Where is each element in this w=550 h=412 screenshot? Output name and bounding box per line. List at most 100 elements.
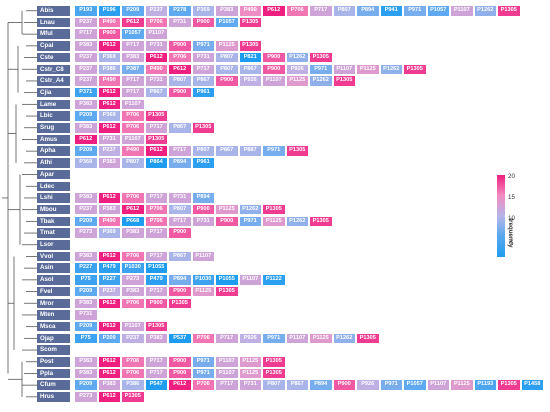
peptide-cell: P926 <box>239 76 261 86</box>
peptide-cell: P926 <box>239 333 261 344</box>
peptide-cell: P731 <box>98 134 120 145</box>
peptide-cell: P894 <box>310 380 332 390</box>
peptide-cell: P1125 <box>286 76 308 86</box>
peptide-cell: P1305 <box>310 216 332 227</box>
peptide-cell: P807 <box>216 52 238 63</box>
species-label: Cfum <box>37 380 70 390</box>
peptide-cell: P867 <box>192 76 214 86</box>
peptide-cell: P273 <box>75 392 97 402</box>
peptide-cell: P900 <box>192 204 214 215</box>
peptide-cell: P717 <box>216 380 238 390</box>
peptide-cell: P1122 <box>263 275 285 285</box>
peptide-cell: P706 <box>145 216 167 227</box>
peptide-cell: P387 <box>122 64 144 74</box>
peptide-cell: P706 <box>122 193 144 203</box>
peptide-cell: P1030 <box>122 263 144 273</box>
peptide-cell: P383 <box>75 368 97 379</box>
species-label: Cjia <box>37 87 70 98</box>
phylogenetic-tree <box>2 10 37 398</box>
peptide-cell: P237 <box>75 52 97 63</box>
peptide-cell: P1305 <box>498 380 520 390</box>
peptide-cell: P237 <box>98 146 120 156</box>
species-label: Mful <box>37 29 70 39</box>
peptide-cell: P237 <box>122 333 144 344</box>
peptide-cell: P717 <box>145 123 167 133</box>
peptide-cell: P1305 <box>333 76 355 86</box>
peptide-cell: P383 <box>75 41 97 51</box>
peptide-cell: P612 <box>122 17 144 28</box>
species-label: Apar <box>37 169 70 180</box>
peptide-cell: P807 <box>169 76 191 86</box>
peptide-cell: P971 <box>192 368 214 379</box>
species-label: Mten <box>37 310 70 320</box>
peptide-cell: P900 <box>263 64 285 74</box>
peptide-cell: P1262 <box>239 204 261 215</box>
peptide-cell: P209 <box>75 216 97 227</box>
species-label: Ldec <box>37 181 70 191</box>
peptide-cell: P1057 <box>427 6 449 16</box>
legend-tick-5: 5 <box>510 240 514 247</box>
peptide-cell: P612 <box>98 41 120 51</box>
peptide-cell: P867 <box>169 123 191 133</box>
peptide-cell: P706 <box>122 251 144 262</box>
peptide-cell: P867 <box>286 380 308 390</box>
peptide-cell: P383 <box>98 380 120 390</box>
peptide-cell: P383 <box>75 193 97 203</box>
peptide-cell: P383 <box>216 6 238 16</box>
peptide-cell: P894 <box>169 158 191 168</box>
peptide-cell: P369 <box>98 228 120 238</box>
peptide-cell: P900 <box>169 87 191 98</box>
peptide-cell: P490 <box>239 6 261 16</box>
species-label: Asin <box>37 263 70 273</box>
peptide-cell: P237 <box>75 204 97 215</box>
peptide-cell: P612 <box>98 321 120 332</box>
peptide-cell: P900 <box>169 41 191 51</box>
peptide-cell: P1107 <box>286 333 308 344</box>
peptide-cell: P900 <box>169 357 191 367</box>
peptide-cell: P1305 <box>145 321 167 332</box>
peptide-cell: P887 <box>239 146 261 156</box>
peptide-cell: P971 <box>192 41 214 51</box>
peptide-cell: P807 <box>333 6 355 16</box>
peptide-cell: P227 <box>98 275 120 285</box>
legend-tick-20: 20 <box>508 173 515 180</box>
peptide-cell: P369 <box>98 52 120 63</box>
peptide-cell: P900 <box>192 17 214 28</box>
peptide-cell: P867 <box>145 87 167 98</box>
peptide-cell: P612 <box>145 52 167 63</box>
species-label: Ppla <box>37 368 70 379</box>
peptide-cell: P612 <box>169 380 191 390</box>
peptide-cell: P479 <box>98 263 120 273</box>
peptide-cell: P1305 <box>122 392 144 402</box>
peptide-cell: P717 <box>122 41 144 51</box>
peptide-cell: P612 <box>98 392 120 402</box>
peptide-cell: P196 <box>98 6 120 16</box>
peptide-cell: P706 <box>122 111 144 121</box>
peptide-cell: P1305 <box>169 298 191 308</box>
peptide-cell: P612 <box>98 357 120 367</box>
species-label: Athi <box>37 158 70 168</box>
peptide-cell: P490 <box>98 76 120 86</box>
peptide-cell: P1458 <box>521 380 543 390</box>
peptide-cell: P900 <box>263 52 285 63</box>
peptide-cell: P971 <box>263 333 285 344</box>
peptide-cell: P1107 <box>122 99 144 110</box>
peptide-cell: P1055 <box>216 275 238 285</box>
peptide-cell: P383 <box>145 333 167 344</box>
peptide-cell: P1125 <box>310 333 332 344</box>
peptide-cell: P731 <box>192 216 214 227</box>
peptide-cell: P273 <box>122 275 144 285</box>
peptide-cell: P1107 <box>216 368 238 379</box>
species-label: Asol <box>37 275 70 285</box>
peptide-cell: P369 <box>75 158 97 168</box>
peptide-cell: P971 <box>404 6 426 16</box>
peptide-cell: P1305 <box>263 368 285 379</box>
peptide-cell: P941 <box>380 6 402 16</box>
peptide-cell: P1107 <box>427 380 449 390</box>
peptide-cell: P383 <box>75 298 97 308</box>
peptide-cell: P1107 <box>239 275 261 285</box>
peptide-cell: P807 <box>169 204 191 215</box>
species-label: Msca <box>37 321 70 332</box>
species-label: Cstr_A4 <box>37 76 70 86</box>
peptide-cell: P1107 <box>216 357 238 367</box>
